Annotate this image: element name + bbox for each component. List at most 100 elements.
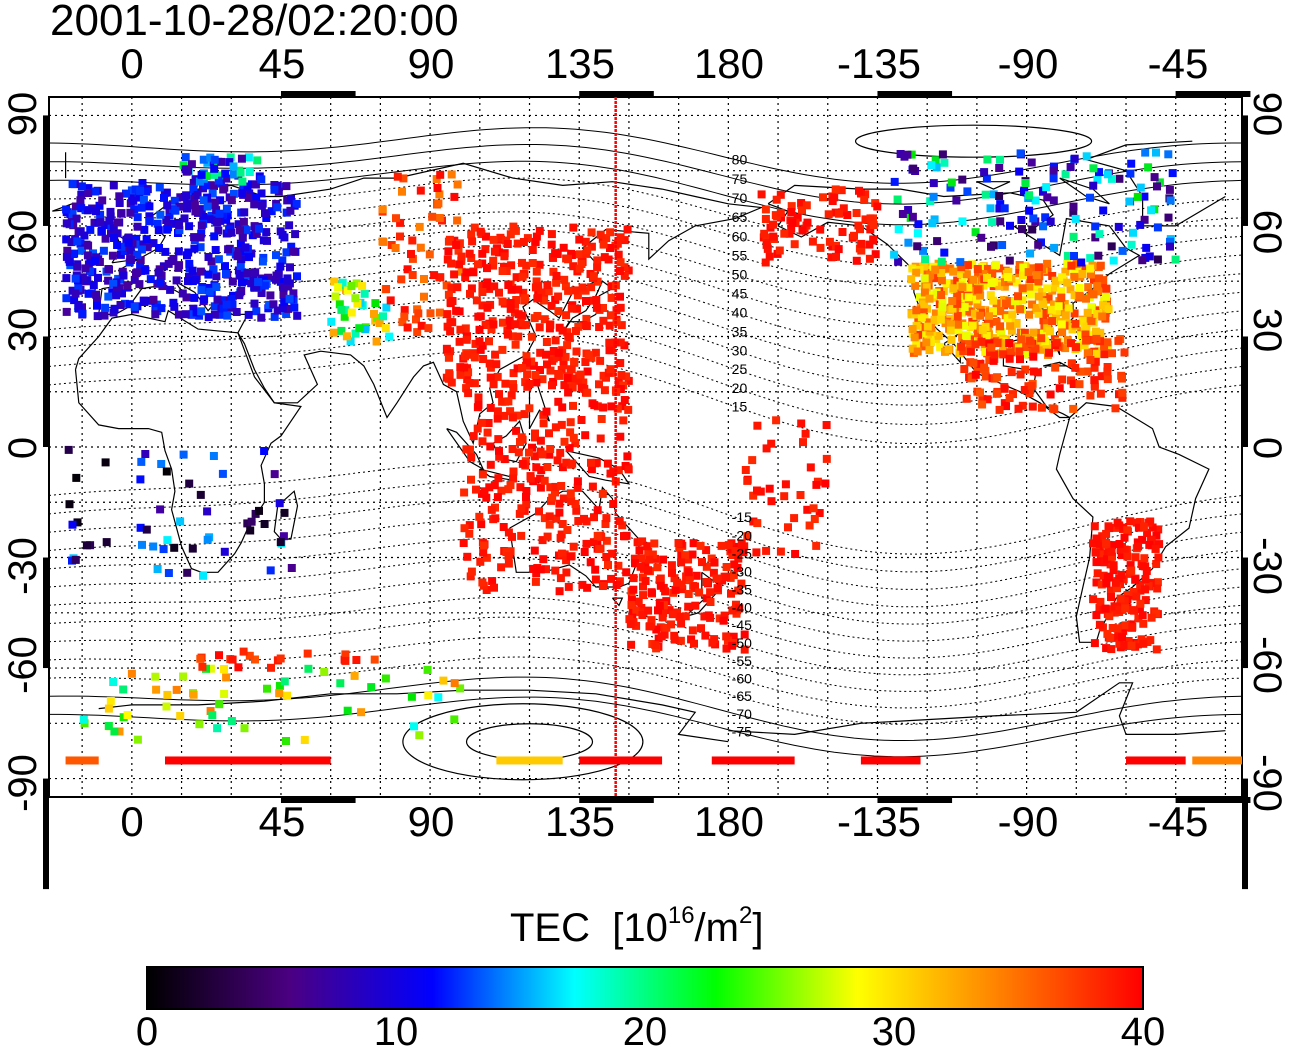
lon-tick: -135 [836, 40, 922, 87]
tec-cell [627, 595, 636, 604]
tec-cell [627, 601, 636, 609]
tec-cell [125, 300, 134, 309]
tec-cell [355, 324, 364, 333]
lat-tick: -60 [1, 636, 45, 694]
tec-cell [1046, 390, 1055, 399]
tec-cell [262, 228, 271, 237]
tec-cell [237, 278, 246, 287]
tec-cell [796, 491, 805, 499]
tec-cell [528, 259, 537, 267]
tec-cell [590, 513, 598, 522]
tec-cell [959, 347, 968, 356]
tec-cell [169, 298, 178, 307]
tec-cell [252, 193, 261, 202]
tec-cell [726, 573, 735, 582]
tec-cell [113, 241, 122, 249]
tec-cell [957, 296, 966, 305]
tec-cell [462, 384, 471, 393]
tec-cell [185, 200, 194, 209]
tec-cell [460, 524, 469, 533]
tec-cell [170, 302, 179, 311]
tec-cell [996, 307, 1005, 316]
tec-cell [407, 250, 415, 258]
tec-cell [1090, 522, 1099, 531]
tec-cell [386, 296, 395, 305]
tec-cell [71, 202, 80, 211]
lat-tick: 60 [1, 209, 45, 255]
tec-cell [1091, 357, 1100, 366]
tec-cell [209, 265, 218, 274]
tec-cell [104, 722, 113, 730]
tec-cell [573, 304, 581, 313]
tec-cell [973, 300, 982, 309]
tec-cell [245, 168, 254, 176]
magnetic-latitude-contours [49, 124, 1242, 781]
tec-cell [153, 565, 162, 573]
tec-cell [190, 293, 199, 302]
tec-cell [659, 555, 668, 564]
lon-tick: 135 [544, 40, 616, 87]
tec-cell [970, 309, 979, 318]
tec-cell [79, 715, 88, 724]
tec-cell [1084, 349, 1092, 358]
tec-cell [926, 271, 935, 280]
tec-cell [728, 606, 737, 615]
tec-cell [1000, 204, 1009, 213]
tec-cell [140, 225, 149, 234]
tec-cell [581, 358, 590, 366]
tec-cell [717, 541, 726, 550]
plot-title: 2001-10-28/02:20:00 [50, 0, 459, 45]
tec-cell [84, 184, 93, 193]
tec-cell [873, 202, 882, 211]
tec-cell [1086, 254, 1095, 263]
tec-cell [560, 437, 569, 446]
tec-cell [978, 400, 987, 409]
magnetic-latitude-label: -30 [732, 563, 752, 579]
tec-cell [370, 655, 379, 664]
lat-tick: 90 [1, 91, 45, 137]
tec-cell [1006, 348, 1015, 357]
tec-cell [615, 267, 624, 275]
tec-cell [396, 232, 404, 241]
tec-cell [1141, 585, 1150, 594]
tec-cell [476, 557, 485, 566]
tec-band [1192, 756, 1242, 765]
tec-cell [413, 305, 422, 314]
tec-cell [788, 218, 797, 227]
tec-cell [549, 267, 558, 276]
tec-cell [857, 246, 866, 255]
tec-cell [229, 170, 238, 179]
tec-cell [123, 281, 132, 290]
tec-cell [629, 574, 638, 583]
tec-cell [461, 324, 470, 333]
tec-colorbar [146, 966, 1144, 1010]
tec-cell [536, 474, 545, 483]
tec-cell [477, 418, 486, 427]
tec-cell [225, 158, 234, 167]
tec-cell [247, 517, 256, 526]
tec-cell [987, 242, 995, 251]
tec-cell [285, 294, 294, 303]
tec-cell [278, 256, 287, 265]
tec-cell [1007, 326, 1016, 335]
tec-cell [1070, 272, 1079, 281]
tec-cell [922, 283, 931, 292]
tec-cell [398, 187, 406, 196]
tec-cell [583, 583, 592, 592]
tec-cell [647, 616, 656, 625]
tec-cell [1077, 331, 1086, 340]
tec-cell [547, 240, 556, 249]
tec-cell [234, 247, 243, 255]
tec-cell [107, 229, 115, 238]
tec-cell [76, 196, 85, 205]
axis-tick-bar [1242, 336, 1248, 447]
tec-cell [151, 672, 160, 681]
tec-cell [408, 254, 417, 263]
tec-cell [185, 479, 194, 488]
tec-cell [304, 664, 313, 673]
tec-cell [162, 467, 171, 476]
colorbar-unit-square: 2 [738, 902, 753, 929]
tec-cell [546, 445, 555, 453]
tec-cell [913, 242, 922, 251]
tec-cell [1039, 187, 1047, 196]
